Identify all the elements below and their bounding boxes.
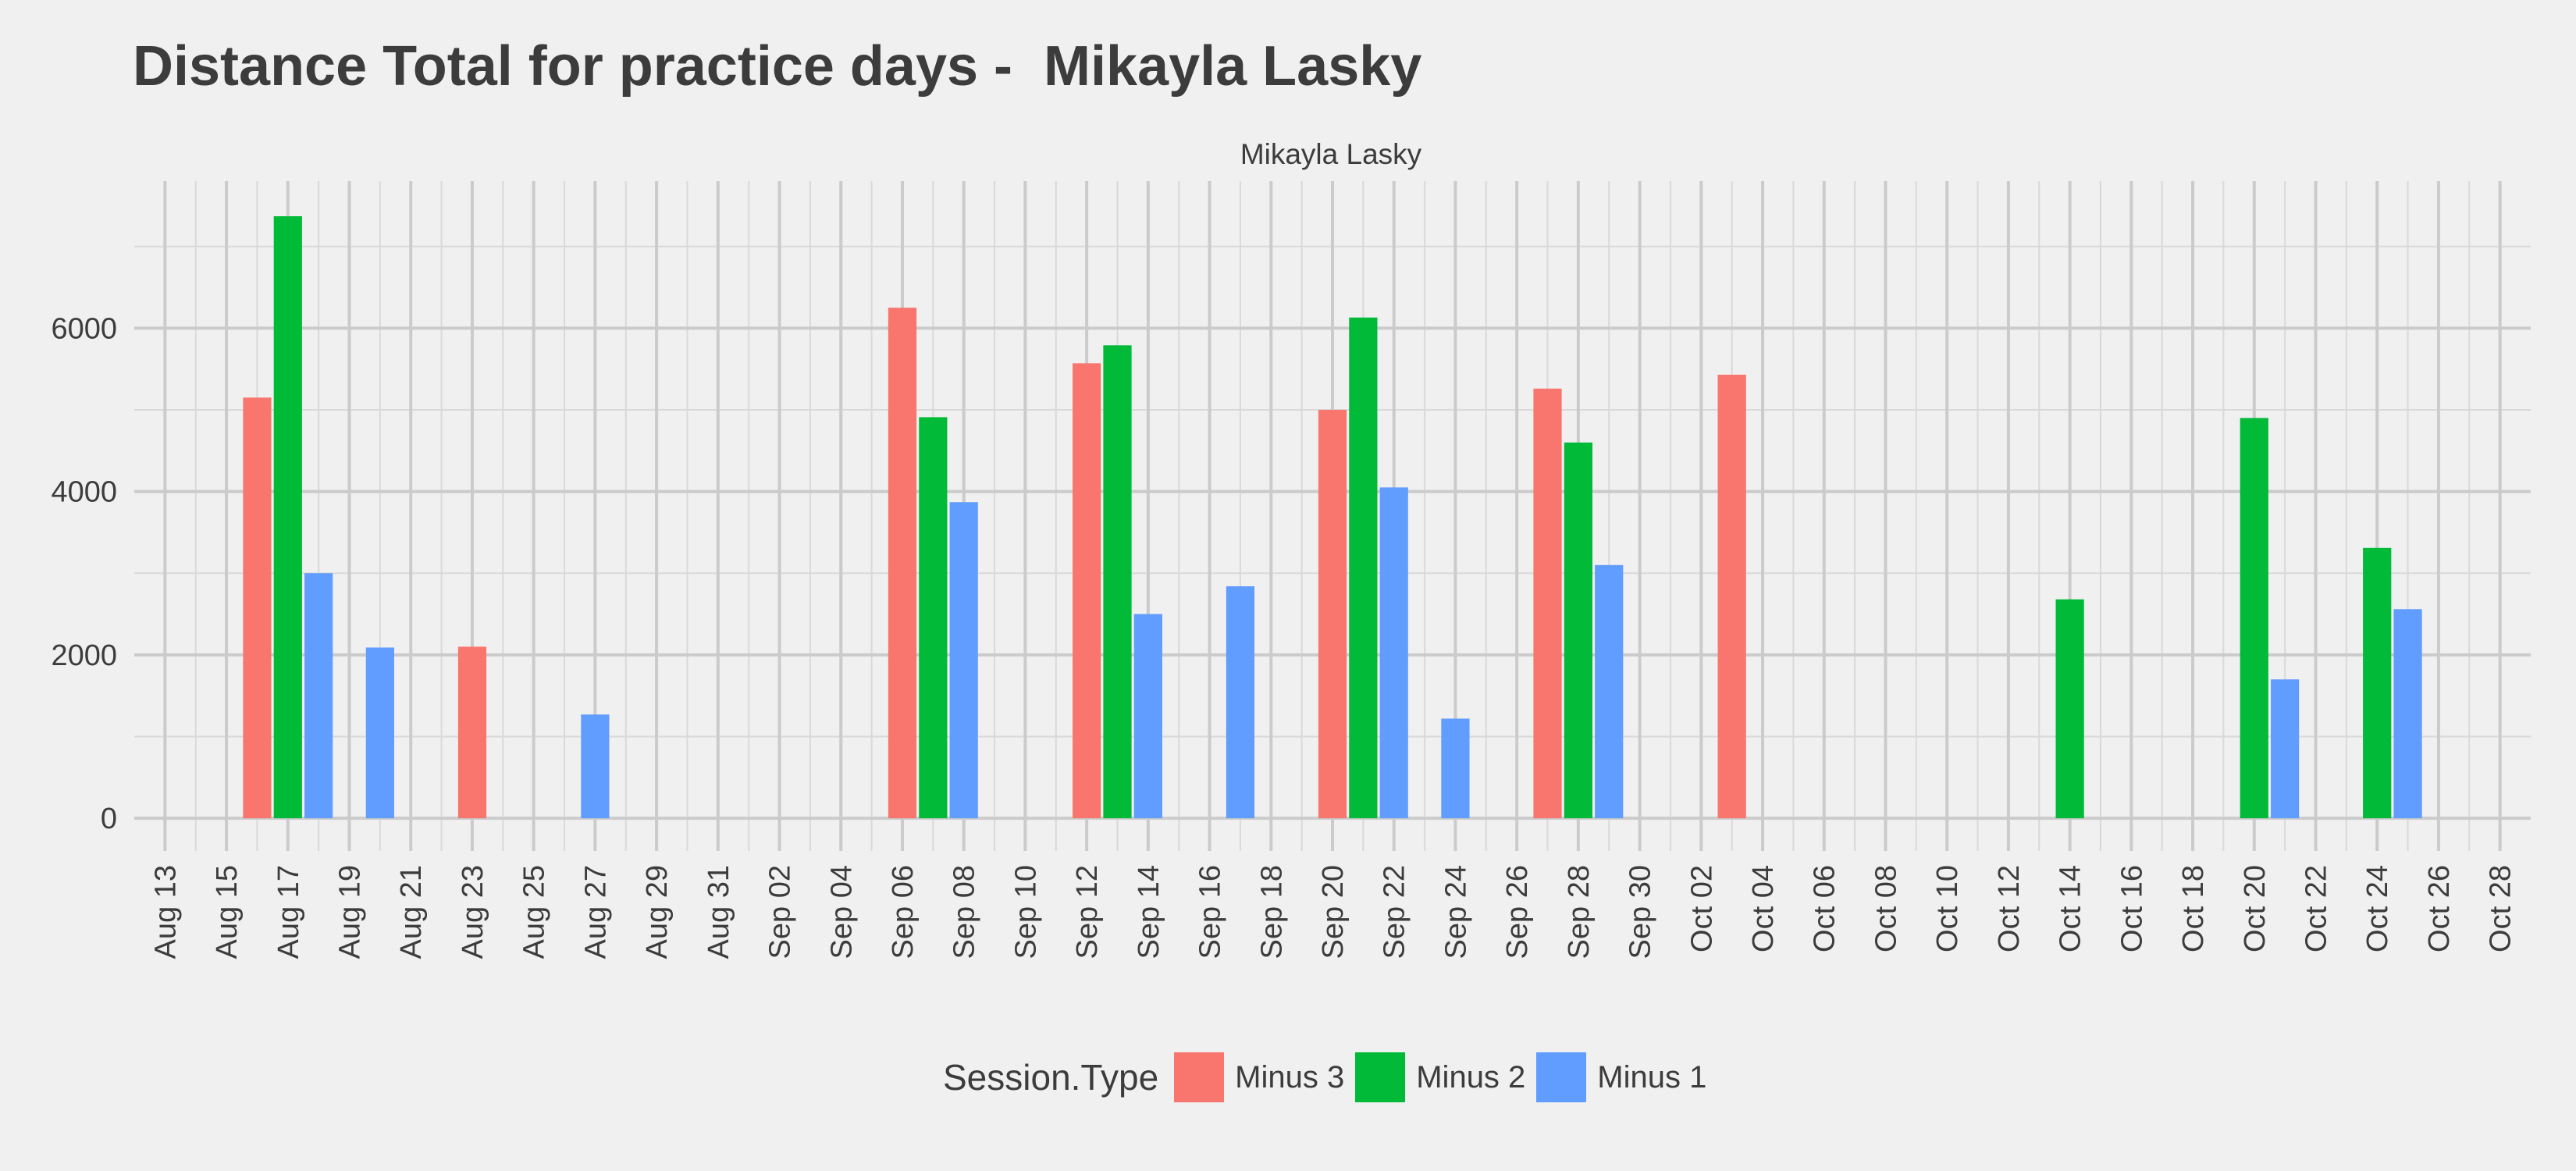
y-tick-label: 6000	[51, 312, 117, 345]
x-tick-label: Oct 20	[2239, 865, 2272, 952]
bar-minus-1	[1133, 614, 1162, 819]
x-tick-label: Sep 24	[1439, 865, 1472, 959]
bar-minus-1	[2393, 609, 2422, 819]
x-tick-label: Sep 08	[948, 865, 981, 959]
bar-minus-2	[2240, 418, 2268, 819]
legend-items: Minus 3 Minus 2 Minus 1	[1174, 1052, 1717, 1102]
x-tick-label: Sep 04	[825, 865, 858, 959]
legend-key	[1355, 1052, 1406, 1102]
x-tick-label: Oct 18	[2177, 865, 2210, 952]
x-tick-label: Aug 13	[149, 865, 182, 959]
bar-minus-1	[1595, 564, 1624, 819]
axis-labels: 0 2000 4000 6000 Aug 13 Aug 15 Aug 17 Aug 19 Aug…	[51, 312, 2517, 959]
x-tick-label: Aug 31	[703, 865, 735, 959]
legend: Session.Type Minus 3 Minus 2 Minus 1	[943, 1052, 1717, 1102]
x-tick-label: Oct 06	[1809, 865, 1841, 952]
x-tick-label: Aug 21	[395, 865, 428, 959]
x-tick-label: Oct 16	[2115, 865, 2148, 952]
x-tick-label: Oct 26	[2423, 865, 2456, 952]
bar-minus-1	[365, 647, 394, 819]
bar-minus-1	[581, 714, 610, 819]
legend-item-minus-1: Minus 1	[1536, 1052, 1706, 1102]
bar-minus-1	[2271, 679, 2300, 819]
facet-label: Mikayla Lasky	[1240, 138, 1422, 170]
x-tick-label: Sep 28	[1563, 865, 1596, 959]
x-tick-label: Oct 22	[2300, 865, 2332, 952]
bar-minus-3	[888, 308, 917, 819]
x-tick-label: Aug 29	[641, 865, 674, 959]
x-tick-label: Sep 06	[887, 865, 920, 959]
x-tick-label: Sep 26	[1501, 865, 1534, 959]
bar-minus-2	[2363, 547, 2392, 819]
x-tick-label: Sep 12	[1071, 865, 1104, 959]
legend-title: Session.Type	[943, 1057, 1159, 1098]
x-tick-label: Aug 27	[579, 865, 612, 959]
x-tick-label: Aug 17	[272, 865, 305, 959]
x-tick-label: Oct 14	[2055, 865, 2087, 952]
x-tick-label: Aug 25	[518, 865, 551, 959]
x-tick-label: Aug 19	[334, 865, 367, 959]
x-tick-label: Sep 18	[1255, 865, 1288, 959]
x-tick-label: Sep 10	[1009, 865, 1042, 959]
legend-key	[1174, 1052, 1225, 1102]
bar-minus-3	[1318, 409, 1347, 819]
x-tick-label: Oct 12	[1993, 865, 2026, 952]
y-tick-label: 4000	[51, 476, 117, 509]
chart-title: Distance Total for practice days - Mikay…	[133, 35, 1422, 98]
x-tick-label: Oct 02	[1685, 865, 1718, 952]
bar-minus-2	[1103, 345, 1132, 819]
bar-minus-3	[457, 646, 487, 819]
bar-minus-3	[1717, 374, 1746, 819]
x-tick-label: Oct 08	[1870, 865, 1902, 952]
legend-item-minus-2: Minus 2	[1355, 1052, 1525, 1102]
bar-minus-2	[1564, 442, 1592, 819]
x-tick-label: Sep 30	[1624, 865, 1657, 959]
bars	[243, 215, 2422, 819]
bar-minus-3	[243, 397, 272, 819]
legend-label: Minus 2	[1416, 1059, 1526, 1094]
bar-minus-2	[273, 215, 302, 819]
x-tick-label: Sep 20	[1317, 865, 1350, 959]
legend-label: Minus 3	[1235, 1059, 1345, 1094]
bar-minus-2	[2055, 599, 2084, 819]
bar-minus-1	[1379, 487, 1408, 819]
x-tick-label: Aug 15	[211, 865, 244, 959]
x-tick-label: Oct 10	[1931, 865, 1964, 952]
bar-minus-3	[1533, 388, 1562, 819]
bar-minus-2	[919, 417, 948, 819]
x-tick-label: Oct 28	[2485, 865, 2517, 952]
x-tick-label: Sep 22	[1379, 865, 1411, 959]
bar-minus-1	[304, 573, 333, 819]
x-tick-label: Sep 14	[1133, 865, 1165, 959]
bar-minus-1	[1441, 718, 1470, 819]
x-tick-label: Oct 04	[1747, 865, 1780, 952]
legend-key	[1536, 1052, 1587, 1102]
legend-label: Minus 1	[1597, 1059, 1707, 1094]
y-tick-label: 0	[101, 803, 117, 835]
x-tick-label: Sep 16	[1194, 865, 1227, 959]
x-tick-label: Sep 02	[764, 865, 797, 959]
legend-item-minus-3: Minus 3	[1174, 1052, 1344, 1102]
bar-minus-3	[1073, 363, 1101, 819]
bar-minus-2	[1349, 317, 1378, 819]
bar-minus-1	[949, 502, 978, 819]
x-tick-label: Aug 23	[457, 865, 489, 959]
x-tick-label: Oct 24	[2361, 865, 2394, 952]
y-tick-label: 2000	[51, 639, 117, 672]
bar-minus-1	[1226, 586, 1255, 819]
